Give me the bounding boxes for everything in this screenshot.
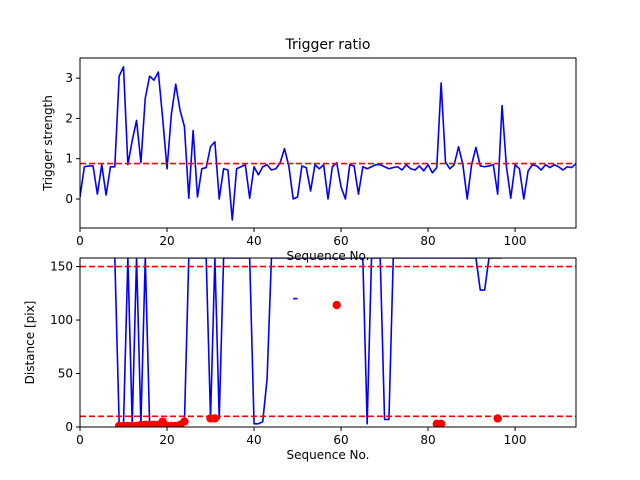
bottom-marker-point bbox=[436, 419, 446, 427]
bottom-y-tick-label: 150 bbox=[50, 260, 73, 274]
bottom-axes-frame bbox=[79, 257, 577, 428]
bottom-chart: 0 20 40 60 80 100 0 50 100 150 Sequence No. Distanc… bbox=[23, 257, 577, 462]
bottom-y-tick-label: 50 bbox=[58, 367, 73, 381]
bottom-x-tick-label: 80 bbox=[420, 433, 435, 447]
top-series-line bbox=[80, 66, 576, 221]
top-x-tick-label: 0 bbox=[76, 234, 84, 248]
bottom-marker-point bbox=[210, 414, 220, 423]
bottom-x-tick-label: 100 bbox=[504, 433, 527, 447]
bottom-y-tick-label: 0 bbox=[65, 420, 73, 434]
top-y-axis-label: Trigger strength bbox=[41, 95, 55, 192]
top-y-tick-label: 1 bbox=[65, 152, 73, 166]
bottom-y-axis-label: Distance [pix] bbox=[23, 301, 37, 385]
bottom-marker-point bbox=[332, 300, 341, 310]
bottom-marker-point bbox=[493, 414, 502, 423]
top-x-tick-label: 100 bbox=[504, 234, 527, 248]
bottom-x-tick-label: 0 bbox=[76, 433, 84, 447]
top-x-tick-label: 80 bbox=[420, 234, 435, 248]
top-y-tick-label: 3 bbox=[65, 71, 73, 85]
top-x-tick-label: 20 bbox=[159, 234, 174, 248]
bottom-x-axis-label: Sequence No. bbox=[287, 448, 370, 462]
top-y-tick-label: 0 bbox=[65, 192, 73, 206]
bottom-x-tick-label: 20 bbox=[159, 433, 174, 447]
bottom-plot-area bbox=[80, 258, 576, 427]
bottom-x-tick-label: 60 bbox=[333, 433, 348, 447]
top-y-tick-label: 2 bbox=[65, 111, 73, 125]
bottom-y-tick-label: 100 bbox=[50, 313, 73, 327]
bottom-marker-point bbox=[180, 417, 189, 426]
bottom-x-tick-label: 40 bbox=[246, 433, 261, 447]
top-plot-area bbox=[80, 66, 576, 221]
top-chart-title: Trigger ratio bbox=[284, 37, 370, 53]
top-x-axis-label: Sequence No. bbox=[287, 249, 370, 263]
top-x-tick-label: 40 bbox=[246, 234, 261, 248]
top-x-tick-label: 60 bbox=[333, 234, 348, 248]
top-chart: 0 20 40 60 80 100 0 1 2 3 Sequence No. Trigger stre… bbox=[41, 37, 577, 263]
top-axes-frame bbox=[79, 57, 577, 229]
